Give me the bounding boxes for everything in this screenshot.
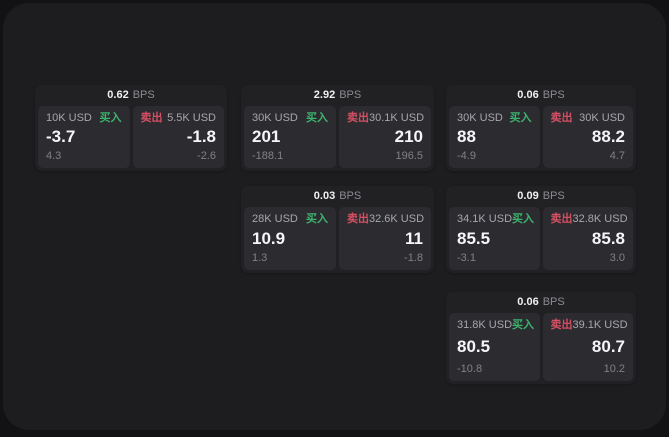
- spread-header: 0.03 BPS: [241, 186, 434, 207]
- spread-value: 0.62: [107, 89, 129, 101]
- ask-delta: 3.0: [609, 252, 625, 264]
- bps-unit-label: BPS: [542, 190, 565, 202]
- bps-unit-label: BPS: [339, 190, 362, 202]
- spread-header: 0.62 BPS: [35, 85, 227, 106]
- quote-card-4: 0.03 BPS 28K USD 买入 10.9 1.3 卖出 32.6K US…: [241, 186, 434, 273]
- ask-size: 32.6K USD: [369, 213, 425, 225]
- bid-delta: -3.1: [457, 252, 476, 264]
- bid-delta: -4.9: [457, 150, 476, 162]
- quote-body: 28K USD 买入 10.9 1.3 卖出 32.6K USD 11 -1.8: [241, 207, 434, 273]
- bid-delta: -188.1: [252, 150, 284, 162]
- ask-price: 85.8: [591, 228, 625, 248]
- bid-price: 80.5: [457, 337, 491, 357]
- buy-side-label: 买入: [512, 319, 535, 331]
- ask-size: 5.5K USD: [167, 112, 216, 124]
- bid-price: 85.5: [457, 228, 491, 248]
- bid-price: 10.9: [252, 228, 286, 248]
- bid-delta: 4.3: [46, 150, 62, 162]
- bid-price: 201: [252, 127, 281, 147]
- quote-card-6: 0.06 BPS 31.8K USD 买入 80.5 -10.8 卖出 39.1…: [446, 292, 636, 384]
- ask-size: 32.8K USD: [572, 213, 628, 225]
- bid-size: 34.1K USD: [457, 213, 513, 225]
- quote-body: 30K USD 买入 88 -4.9 卖出 30K USD 88.2 4.7: [446, 106, 636, 171]
- spread-header: 0.09 BPS: [446, 186, 636, 207]
- bid-panel[interactable]: 30K USD 买入 201 -188.1: [244, 106, 336, 168]
- bid-size: 30K USD: [457, 112, 503, 124]
- buy-side-label: 买入: [509, 112, 532, 124]
- bid-delta: 1.3: [252, 252, 268, 264]
- sell-side-label: 卖出: [550, 319, 573, 331]
- ask-size: 30K USD: [579, 112, 625, 124]
- ask-price: 80.7: [591, 337, 625, 357]
- ask-panel[interactable]: 卖出 39.1K USD 80.7 10.2: [542, 313, 633, 381]
- sell-side-label: 卖出: [140, 112, 163, 124]
- bps-unit-label: BPS: [339, 89, 362, 101]
- ask-delta: 196.5: [395, 150, 423, 162]
- bid-size: 31.8K USD: [457, 319, 513, 331]
- buy-side-label: 买入: [99, 112, 122, 124]
- ask-panel[interactable]: 卖出 32.6K USD 11 -1.8: [339, 207, 431, 270]
- ask-delta: 10.2: [603, 363, 625, 375]
- ask-size: 39.1K USD: [572, 319, 628, 331]
- spread-header: 0.06 BPS: [446, 292, 636, 313]
- quote-body: 30K USD 买入 201 -188.1 卖出 30.1K USD 210 1…: [241, 106, 434, 171]
- quote-card-5: 0.09 BPS 34.1K USD 买入 85.5 -3.1 卖出 32.8K…: [446, 186, 636, 273]
- bid-delta: -10.8: [457, 363, 483, 375]
- bid-panel[interactable]: 10K USD 买入 -3.7 4.3: [38, 106, 130, 168]
- bid-panel[interactable]: 28K USD 买入 10.9 1.3: [244, 207, 336, 270]
- spread-value: 0.06: [517, 89, 539, 101]
- sell-side-label: 卖出: [550, 213, 573, 225]
- bid-price: 88: [457, 127, 476, 147]
- sell-side-label: 卖出: [550, 112, 573, 124]
- quote-card-3: 0.06 BPS 30K USD 买入 88 -4.9 卖出 30K USD 8…: [446, 85, 636, 171]
- bid-panel[interactable]: 34.1K USD 买入 85.5 -3.1: [449, 207, 540, 270]
- bps-unit-label: BPS: [132, 89, 155, 101]
- bps-unit-label: BPS: [542, 296, 565, 308]
- spread-value: 2.92: [313, 89, 336, 101]
- ask-delta: -1.8: [404, 252, 423, 264]
- ask-delta: 4.7: [609, 150, 625, 162]
- buy-side-label: 买入: [306, 213, 328, 225]
- ask-panel[interactable]: 卖出 32.8K USD 85.8 3.0: [542, 207, 633, 270]
- bid-price: -3.7: [46, 127, 76, 147]
- buy-side-label: 买入: [306, 112, 328, 124]
- bid-panel[interactable]: 30K USD 买入 88 -4.9: [449, 106, 540, 168]
- spread-value: 0.06: [517, 296, 539, 308]
- bid-size: 30K USD: [252, 112, 298, 124]
- quote-card-1: 0.62 BPS 10K USD 买入 -3.7 4.3 卖出 5.5K USD…: [35, 85, 227, 171]
- spread-header: 2.92 BPS: [241, 85, 434, 106]
- quote-body: 10K USD 买入 -3.7 4.3 卖出 5.5K USD -1.8 -2.…: [35, 106, 227, 171]
- ask-price: -1.8: [186, 127, 216, 147]
- sell-side-label: 卖出: [347, 213, 369, 225]
- bid-panel[interactable]: 31.8K USD 买入 80.5 -10.8: [449, 313, 540, 381]
- ask-panel[interactable]: 卖出 30.1K USD 210 196.5: [339, 106, 431, 168]
- bps-unit-label: BPS: [542, 89, 565, 101]
- ask-price: 210: [394, 127, 423, 147]
- spread-header: 0.06 BPS: [446, 85, 636, 106]
- sell-side-label: 卖出: [347, 112, 369, 124]
- quote-body: 31.8K USD 买入 80.5 -10.8 卖出 39.1K USD 80.…: [446, 313, 636, 384]
- quote-card-2: 2.92 BPS 30K USD 买入 201 -188.1 卖出 30.1K …: [241, 85, 434, 171]
- spread-value: 0.03: [313, 190, 336, 202]
- quote-body: 34.1K USD 买入 85.5 -3.1 卖出 32.8K USD 85.8…: [446, 207, 636, 273]
- ask-delta: -2.6: [197, 150, 216, 162]
- spread-value: 0.09: [517, 190, 539, 202]
- ask-panel[interactable]: 卖出 30K USD 88.2 4.7: [542, 106, 633, 168]
- bid-size: 10K USD: [46, 112, 92, 124]
- ask-price: 11: [405, 228, 423, 248]
- ask-size: 30.1K USD: [369, 112, 425, 124]
- ask-price: 88.2: [591, 127, 625, 147]
- bid-size: 28K USD: [252, 213, 298, 225]
- buy-side-label: 买入: [512, 213, 535, 225]
- ask-panel[interactable]: 卖出 5.5K USD -1.8 -2.6: [132, 106, 224, 168]
